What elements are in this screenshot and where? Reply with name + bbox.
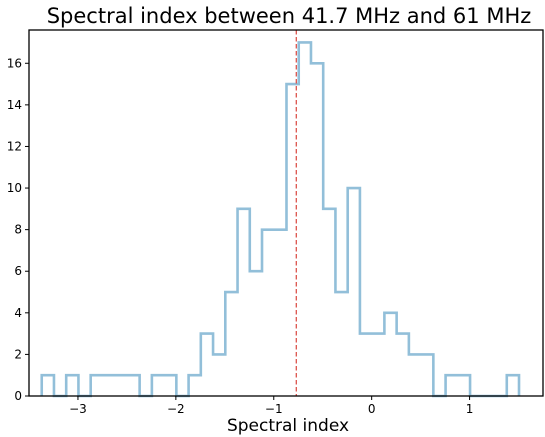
histogram-bin	[66, 375, 78, 396]
histogram-bin	[91, 375, 103, 396]
histogram-step-line	[40, 41, 521, 398]
histogram-bin	[213, 354, 225, 396]
histogram-bin	[103, 375, 115, 396]
histogram-bin	[409, 354, 421, 396]
x-tick-label: 0	[368, 402, 376, 416]
y-tick-label: 8	[14, 223, 22, 237]
axes-frame	[28, 29, 544, 397]
y-tick-label: 16	[7, 56, 22, 70]
histogram-bin	[360, 334, 372, 396]
histogram-bin	[274, 230, 286, 396]
histogram-bin	[372, 334, 384, 396]
histogram-bin	[201, 334, 213, 396]
y-tick-label: 10	[7, 181, 22, 195]
y-tick-label: 12	[7, 139, 22, 153]
histogram-bin	[164, 375, 176, 396]
y-tick-label: 2	[14, 347, 22, 361]
x-tick-label: −2	[167, 402, 185, 416]
histogram-bin	[348, 188, 360, 396]
histogram-bin	[335, 292, 347, 396]
histogram-bin	[507, 375, 519, 396]
histogram-bin	[225, 292, 237, 396]
histogram-bin	[238, 209, 250, 396]
plot-area	[40, 30, 521, 398]
chart-title: Spectral index between 41.7 MHz and 61 M…	[47, 4, 532, 28]
histogram-bin	[323, 209, 335, 396]
histogram-bin	[299, 42, 311, 396]
histogram-bin	[189, 375, 201, 396]
y-tick-label: 14	[7, 98, 22, 112]
histogram-bin	[421, 354, 433, 396]
x-tick-label: −3	[69, 402, 87, 416]
histogram-bin	[311, 63, 323, 396]
x-tick-label: −1	[265, 402, 283, 416]
y-tick-label: 6	[14, 264, 22, 278]
y-tick-label: 0	[14, 389, 22, 403]
x-tick-label: 1	[466, 402, 474, 416]
histogram-bin	[42, 375, 54, 396]
histogram-bin	[446, 375, 458, 396]
histogram-bin	[152, 375, 164, 396]
histogram-bin	[250, 271, 262, 396]
histogram-bin	[397, 334, 409, 396]
x-axis-label: Spectral index	[227, 416, 349, 436]
histogram-bin	[262, 230, 274, 396]
histogram-bin	[384, 313, 396, 396]
histogram-bin	[286, 84, 298, 396]
y-tick-label: 4	[14, 306, 22, 320]
histogram-bin	[458, 375, 470, 396]
histogram-bin	[127, 375, 139, 396]
histogram-bin	[115, 375, 127, 396]
